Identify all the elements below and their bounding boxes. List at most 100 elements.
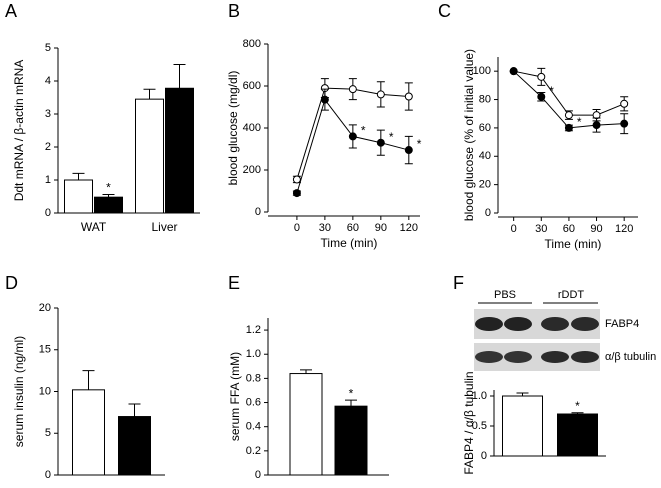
y-tick-label: 80 [479,93,491,105]
y-tick-label: 0 [255,469,261,481]
panel-label: A [5,1,17,21]
x-tick-label: 30 [535,223,547,235]
panel-label: C [438,1,451,21]
point [320,95,329,104]
point [509,67,518,76]
y-tick-label: 0 [45,469,51,481]
y-tick-label: 0.5 [472,420,487,432]
y-axis-label: blood glucose (mg/dl) [226,71,240,186]
panel-label: D [5,273,18,293]
bar [135,98,164,214]
y-tick-label: 60 [479,122,491,134]
significance-mark: * [575,399,580,413]
x-tick-label: 0 [511,223,517,235]
y-tick-label: 5 [45,427,51,439]
point [348,85,357,94]
point [564,111,573,120]
y-tick-label: 20 [39,302,51,314]
point [292,189,301,198]
significance-mark: * [361,124,366,138]
x-tick-label: WAT [81,220,107,234]
x-tick-label: 120 [615,223,633,235]
point [620,119,629,128]
bar [334,405,368,476]
error-bar [345,399,357,407]
bar [94,196,123,214]
panel-label: B [228,1,240,21]
y-tick-label: 1.2 [246,324,261,336]
bar [72,389,105,476]
x-axis-label: Time (min) [321,236,378,250]
y-tick-label: 1.0 [472,390,487,402]
point [537,72,546,81]
significance-mark: * [389,130,394,144]
panel-label: F [453,273,464,293]
y-tick-label: 0.6 [246,396,261,408]
x-tick-label: 60 [347,222,359,234]
y-tick-label: 5 [45,42,51,54]
bar [289,373,323,476]
x-tick-label: 0 [294,222,300,234]
point [620,99,629,108]
y-tick-label: 1 [45,174,51,186]
x-tick-label: 30 [319,222,331,234]
series-line [513,70,625,116]
blot-band: FABP4 [605,318,639,330]
bar [165,87,194,214]
x-tick-label: 90 [375,222,387,234]
bar [502,395,543,457]
point [404,146,413,155]
error-bar [571,412,584,414]
significance-mark: * [417,137,422,151]
x-tick-label: 60 [563,223,575,235]
point [592,121,601,130]
y-tick-label: 400 [243,122,261,134]
error-bar [300,369,312,374]
y-tick-label: 800 [243,38,261,50]
blot-group: PBS [494,289,516,301]
y-axis-label: serum FFA (mM) [228,352,242,441]
y-tick-label: 15 [39,344,51,356]
point [292,175,301,184]
error-bar [102,194,115,198]
y-tick-label: 10 [39,385,51,397]
y-tick-label: 0.4 [246,421,261,433]
y-tick-label: 0 [481,450,487,462]
y-tick-label: 0 [255,206,261,218]
bar [118,416,151,476]
y-tick-label: 0.8 [246,372,261,384]
y-tick-label: 20 [479,179,491,191]
significance-mark: * [106,181,111,195]
y-tick-label: 0.2 [246,445,261,457]
y-axis-label: FABP4 / α/β tubulin [462,371,476,474]
western-blot [474,302,600,371]
y-axis-label: serum insulin (ng/ml) [12,336,26,447]
y-tick-label: 0 [45,207,51,219]
significance-mark: * [549,84,554,98]
y-tick-label: 4 [45,75,51,87]
significance-mark: * [577,115,582,129]
y-tick-label: 1.0 [246,348,261,360]
panel-label: E [228,273,240,293]
bar [557,413,598,457]
x-axis-label: Time (min) [545,237,602,251]
point [564,123,573,132]
x-tick-label: 120 [400,222,418,234]
y-tick-label: 0 [485,207,491,219]
error-bar [128,403,141,417]
error-bar [82,370,95,390]
error-bar [72,172,85,180]
error-bar [516,392,529,396]
y-tick-label: 2 [45,141,51,153]
y-tick-label: 40 [479,150,491,162]
x-tick-label: Liver [151,220,177,234]
y-tick-label: 100 [473,65,491,77]
bar [64,179,93,214]
y-tick-label: 3 [45,108,51,120]
y-axis-label: blood glucose (% of initial value) [462,49,476,221]
point [404,92,413,101]
point [348,132,357,141]
y-tick-label: 200 [243,164,261,176]
point [376,90,385,99]
